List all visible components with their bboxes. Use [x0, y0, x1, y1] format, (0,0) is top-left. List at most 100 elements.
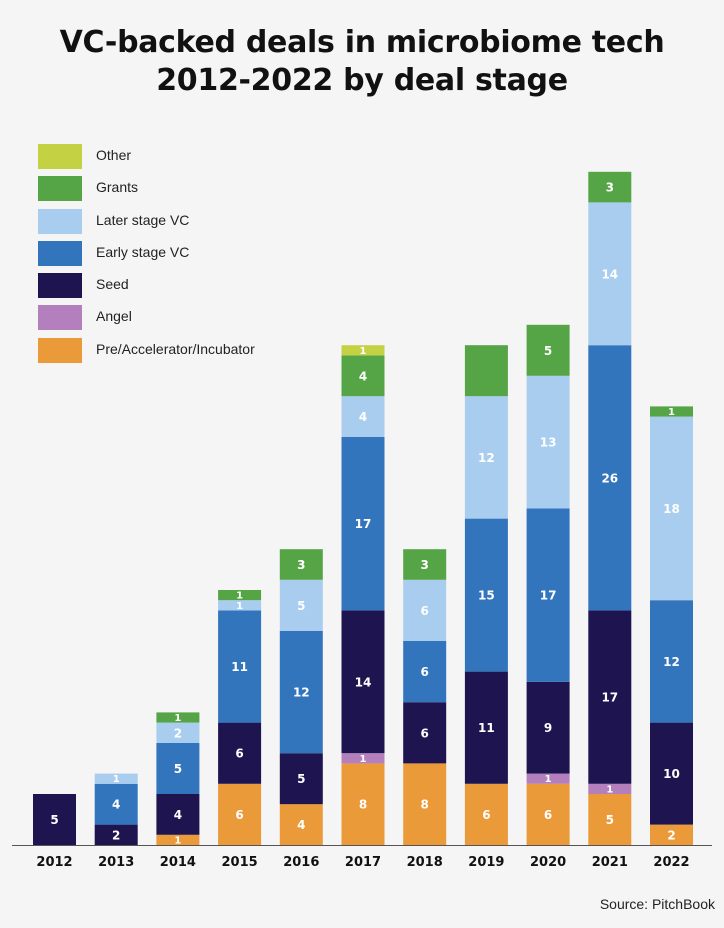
data-label-2022-grants: 1 — [668, 407, 675, 418]
bar-segment-2019-later-stage-vc — [464, 396, 508, 519]
data-label-2019-seed: 11 — [478, 721, 495, 735]
legend-swatch-angel — [38, 305, 82, 331]
data-label-2020-angel: 1 — [545, 774, 552, 785]
bar-segment-2019-grants — [464, 345, 508, 397]
data-label-2019-early-stage-vc: 15 — [478, 589, 495, 603]
bar-segment-2017-seed — [341, 610, 385, 754]
bar-segment-2016-later-stage-vc — [279, 579, 323, 631]
bar-segment-2013-early-stage-vc — [94, 783, 138, 825]
bar-segment-2014-pre-accelerator-incubator — [156, 834, 200, 845]
data-label-2021-angel: 1 — [606, 784, 613, 795]
chart-title-line-2: 2012-2022 by deal stage — [156, 63, 568, 98]
legend-swatch-later-stage-vc — [38, 208, 82, 234]
data-label-2013-early-stage-vc: 4 — [112, 798, 120, 812]
data-label-2021-pre-accelerator-incubator: 5 — [606, 813, 614, 827]
data-label-2015-later-stage-vc: 1 — [236, 601, 243, 612]
data-label-2017-later-stage-vc: 4 — [359, 410, 367, 424]
legend-swatch-pre-accelerator-incubator — [38, 337, 82, 363]
data-label-2015-grants: 1 — [236, 591, 243, 602]
bar-group-2018: 8 6 6 6 3 — [403, 549, 447, 845]
data-label-2017-grants: 4 — [359, 369, 367, 383]
bar-segment-2015-early-stage-vc — [218, 610, 262, 723]
data-label-2016-grants: 3 — [297, 558, 305, 572]
x-tick-label-2019: 2019 — [468, 855, 504, 870]
data-label-2015-early-stage-vc: 11 — [231, 660, 248, 674]
data-label-2021-grants: 3 — [606, 181, 614, 195]
bar-segment-2021-later-stage-vc — [588, 202, 632, 346]
data-label-2012-seed: 5 — [50, 813, 58, 827]
bar-segment-2017-early-stage-vc — [341, 437, 385, 611]
legend-swatch-grants — [38, 176, 82, 202]
bar-segment-2019-pre-accelerator-incubator — [464, 783, 508, 845]
legend-label-other: Other — [96, 147, 132, 163]
data-label-2014-grants: 1 — [174, 713, 181, 724]
bar-segment-2021-grants — [588, 171, 632, 203]
x-tick-label-2021: 2021 — [592, 855, 628, 870]
bar-segment-2022-grants — [650, 406, 693, 417]
bar-segment-2018-seed — [403, 702, 447, 764]
data-label-2020-pre-accelerator-incubator: 6 — [544, 808, 552, 822]
bar-group-2022: 2 10 12 18 1 — [650, 406, 693, 845]
data-label-2020-early-stage-vc: 17 — [540, 589, 557, 603]
source-note: Source: PitchBook — [599, 896, 715, 912]
bar-segment-2016-seed — [279, 753, 323, 805]
data-label-2014-early-stage-vc: 5 — [174, 762, 182, 776]
data-label-2016-seed: 5 — [297, 772, 305, 786]
data-label-2017-early-stage-vc: 17 — [355, 517, 372, 531]
data-label-2018-seed: 6 — [421, 726, 429, 740]
bar-segment-2016-pre-accelerator-incubator — [279, 804, 323, 845]
bar-group-2013: 2 4 1 — [94, 773, 138, 845]
legend-label-seed: Seed — [96, 276, 129, 293]
bar-segment-2014-later-stage-vc — [156, 722, 200, 743]
data-label-2022-later-stage-vc: 18 — [663, 502, 680, 516]
data-label-2021-later-stage-vc: 14 — [601, 267, 618, 281]
x-tick-label-2015: 2015 — [222, 855, 258, 870]
legend-swatch-early-stage-vc — [38, 240, 82, 266]
chart-title: VC-backed deals in microbiome tech 2012-… — [0, 24, 724, 100]
bar-segment-2022-early-stage-vc — [650, 600, 693, 723]
bar-segment-2012-seed — [33, 794, 76, 845]
bar-segment-2020-pre-accelerator-incubator — [526, 783, 570, 845]
bar-segment-2018-pre-accelerator-incubator — [403, 763, 447, 845]
x-tick-label-2017: 2017 — [345, 855, 381, 870]
data-label-2016-pre-accelerator-incubator: 4 — [297, 818, 305, 832]
bar-segment-2015-grants — [218, 590, 262, 601]
bar-segment-2017-other — [341, 345, 385, 356]
x-tick-label-2012: 2012 — [36, 855, 72, 870]
bar-group-2016: 4 5 12 5 3 — [279, 549, 323, 845]
bar-segment-2021-angel — [588, 783, 632, 794]
bar-segment-2021-early-stage-vc — [588, 345, 632, 611]
bar-segment-2016-early-stage-vc — [279, 630, 323, 754]
bar-group-2019: 6 11 15 12 — [464, 345, 508, 845]
bar-segment-2018-later-stage-vc — [403, 579, 447, 641]
data-label-2017-seed: 14 — [355, 675, 372, 689]
bar-group-2012: 5 — [33, 794, 76, 845]
data-label-2017-other: 1 — [360, 346, 367, 357]
data-label-2013-seed: 2 — [112, 828, 120, 842]
bar-segment-2013-later-stage-vc — [94, 773, 138, 784]
bar-segment-2021-seed — [588, 610, 632, 784]
bar-segment-2017-later-stage-vc — [341, 396, 385, 437]
data-label-2020-seed: 9 — [544, 721, 552, 735]
bar-segment-2019-early-stage-vc — [464, 518, 508, 672]
bar-segment-2020-grants — [526, 324, 570, 376]
legend-swatch-seed — [38, 273, 82, 299]
bar-group-2020: 6 1 9 17 13 5 — [526, 324, 570, 845]
legend-label-early-stage-vc: Early stage VC — [96, 243, 190, 260]
data-label-2018-early-stage-vc: 6 — [421, 665, 429, 679]
bar-segment-2014-early-stage-vc — [156, 743, 200, 794]
x-tick-label-2022: 2022 — [653, 855, 689, 870]
legend-label-grants: Grants — [96, 179, 139, 196]
bar-segment-2016-grants — [279, 549, 323, 580]
bar-segment-2017-pre-accelerator-incubator — [341, 763, 385, 845]
data-label-2018-grants: 3 — [421, 558, 429, 572]
bar-group-2017: 8 1 14 17 4 4 1 — [341, 345, 385, 845]
bar-segment-2013-seed — [94, 824, 138, 845]
bar-segment-2014-seed — [156, 794, 200, 835]
bar-segment-2020-later-stage-vc — [526, 375, 570, 509]
data-label-2021-early-stage-vc: 26 — [601, 471, 618, 485]
bar-segment-2021-pre-accelerator-incubator — [588, 794, 632, 845]
bar-segment-2022-pre-accelerator-incubator — [650, 824, 693, 845]
bar-segment-2020-seed — [526, 681, 570, 774]
